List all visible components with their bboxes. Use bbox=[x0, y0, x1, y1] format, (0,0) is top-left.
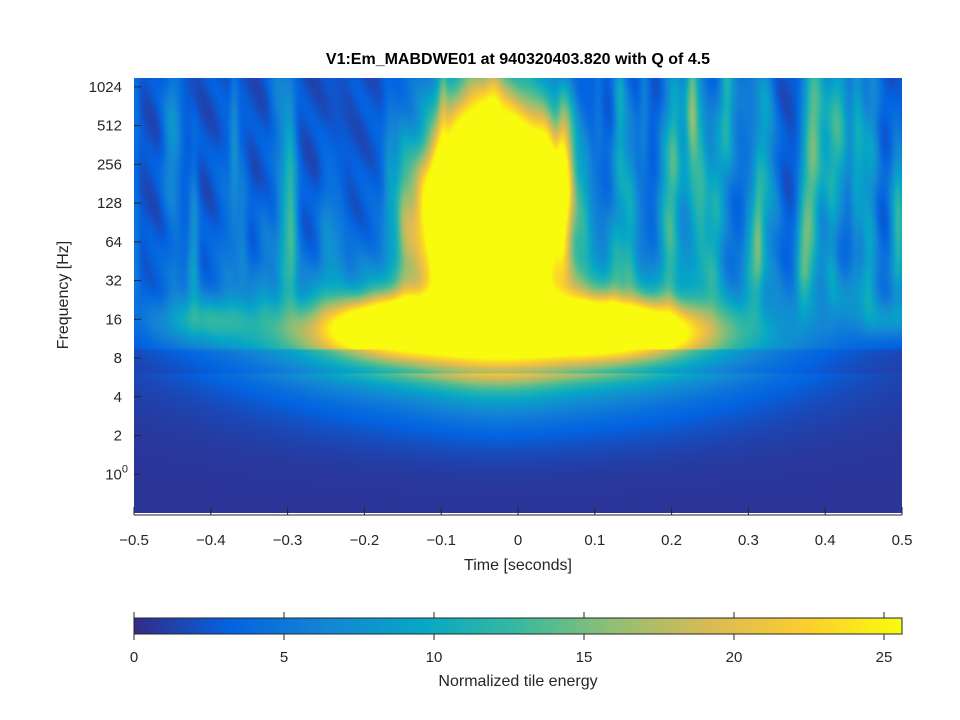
x-tick-labels: −0.5 −0.4 −0.3 −0.2 −0.1 0 0.1 0.2 0.3 0.4 0.5 bbox=[119, 532, 912, 549]
y-tick-label: 32 bbox=[105, 273, 122, 290]
y-tick-label: 8 bbox=[114, 350, 122, 367]
x-tick-label: 0.2 bbox=[661, 532, 682, 549]
x-tick-label: 0.5 bbox=[892, 532, 913, 549]
colorbar-ticks: 0 5 10 15 20 25 bbox=[130, 612, 893, 666]
x-tick-label: 0.1 bbox=[584, 532, 605, 549]
y-tick-label: 16 bbox=[105, 311, 122, 328]
x-tick-label: −0.3 bbox=[273, 532, 303, 549]
colorbar-tick-label: 25 bbox=[876, 649, 893, 666]
x-tick-label: 0 bbox=[514, 532, 522, 549]
chart-title: V1:Em_MABDWE01 at 940320403.820 with Q o… bbox=[326, 51, 710, 68]
colorbar-tick-label: 15 bbox=[576, 649, 593, 666]
y-tick-label: 2 bbox=[114, 428, 122, 445]
heatmap-image bbox=[134, 78, 902, 513]
x-axis-title: Time [seconds] bbox=[464, 557, 572, 574]
x-tick-label: −0.4 bbox=[196, 532, 226, 549]
y-tick-label: 512 bbox=[97, 118, 122, 135]
y-axis-title: Frequency [Hz] bbox=[55, 241, 72, 349]
x-tick-label: −0.1 bbox=[426, 532, 456, 549]
y-tick-labels: 100 2 4 8 16 32 64 128 256 512 1024 bbox=[89, 79, 128, 483]
y-tick-label: 100 bbox=[105, 463, 128, 483]
colorbar-label: Normalized tile energy bbox=[438, 673, 597, 690]
y-tick-label: 4 bbox=[114, 389, 122, 406]
plot-area bbox=[133, 78, 903, 516]
y-tick-exponent: 0 bbox=[122, 463, 128, 475]
x-tick-label: −0.2 bbox=[350, 532, 380, 549]
colorbar-tick-label: 10 bbox=[426, 649, 443, 666]
colorbar: 0 5 10 15 20 25 Normalized tile energy bbox=[130, 612, 903, 690]
x-tick-label: 0.4 bbox=[815, 532, 836, 549]
y-tick-label: 1024 bbox=[89, 79, 122, 96]
colorbar-tick-label: 0 bbox=[130, 649, 138, 666]
axes-ticks bbox=[133, 86, 903, 516]
colorbar-tick-label: 5 bbox=[280, 649, 288, 666]
x-tick-label: 0.3 bbox=[738, 532, 759, 549]
y-tick-label: 256 bbox=[97, 156, 122, 173]
x-tick-label: −0.5 bbox=[119, 532, 149, 549]
colorbar-gradient bbox=[133, 617, 903, 635]
y-tick-label: 64 bbox=[105, 234, 122, 251]
y-tick-label: 128 bbox=[97, 195, 122, 212]
colorbar-tick-label: 20 bbox=[726, 649, 743, 666]
